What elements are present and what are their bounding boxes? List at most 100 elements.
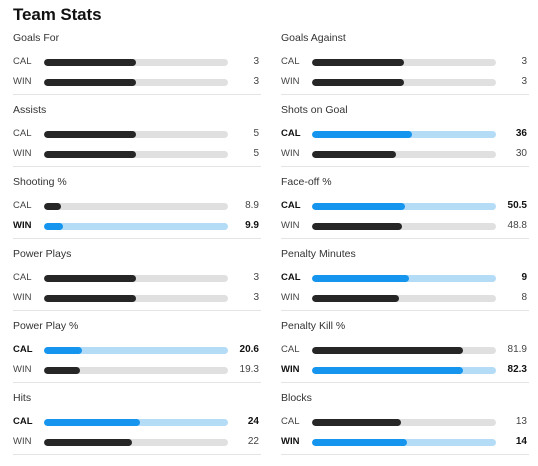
- stat-row-win: WIN 19.3: [13, 364, 261, 378]
- stat-block: Penalty Minutes CAL 9 WIN 8: [281, 248, 529, 320]
- stat-label: Goals Against: [281, 32, 346, 44]
- stat-value: 3: [253, 76, 259, 87]
- divider: [13, 310, 261, 311]
- stat-value: 14: [515, 436, 527, 447]
- stat-label: Shots on Goal: [281, 104, 348, 116]
- team-abbrev: WIN: [281, 220, 300, 231]
- stat-block: Goals Against CAL 3 WIN 3: [281, 32, 529, 104]
- stat-block: Goals For CAL 3 WIN 3: [13, 32, 261, 104]
- team-abbrev: WIN: [13, 148, 32, 159]
- stat-label: Penalty Minutes: [281, 248, 356, 260]
- team-abbrev: CAL: [13, 416, 33, 427]
- stat-value: 3: [253, 56, 259, 67]
- stat-block: Penalty Kill % CAL 81.9 WIN 82.3: [281, 320, 529, 392]
- stat-row-cal: CAL 24: [13, 416, 261, 430]
- stat-value: 19.3: [239, 364, 259, 375]
- stat-bar-fill: [44, 131, 136, 138]
- stat-value: 20.6: [239, 344, 259, 355]
- team-abbrev: CAL: [281, 344, 300, 355]
- stat-bar-fill: [312, 419, 401, 426]
- stat-bar-fill: [312, 79, 404, 86]
- team-abbrev: CAL: [13, 272, 32, 283]
- stat-block: Power Play % CAL 20.6 WIN 19.3: [13, 320, 261, 392]
- page-title: Team Stats: [13, 5, 102, 24]
- stat-value: 3: [521, 76, 527, 87]
- stat-value: 8: [521, 292, 527, 303]
- divider: [281, 94, 529, 95]
- team-abbrev: CAL: [281, 416, 300, 427]
- stat-value: 30: [515, 148, 527, 159]
- team-abbrev: WIN: [281, 364, 300, 375]
- stat-bar-track: [44, 347, 228, 354]
- stat-bar-fill: [312, 347, 463, 354]
- stat-bar-track: [44, 439, 228, 446]
- stat-value: 82.3: [507, 364, 527, 375]
- stat-label: Blocks: [281, 392, 312, 404]
- stat-bar-fill: [312, 131, 413, 138]
- stat-bar-track: [44, 419, 228, 426]
- stat-bar-track: [312, 151, 496, 158]
- stat-bar-fill: [44, 79, 136, 86]
- stat-row-cal: CAL 8.9: [13, 200, 261, 214]
- stat-value: 3: [521, 56, 527, 67]
- stat-row-cal: CAL 3: [281, 56, 529, 70]
- stat-bar-fill: [44, 59, 136, 66]
- stat-bar-fill: [312, 367, 464, 374]
- stat-value: 3: [253, 292, 259, 303]
- stat-bar-track: [44, 59, 228, 66]
- team-abbrev: CAL: [13, 56, 32, 67]
- stat-bar-fill: [44, 151, 136, 158]
- stat-row-cal: CAL 81.9: [281, 344, 529, 358]
- team-abbrev: CAL: [13, 200, 32, 211]
- team-abbrev: WIN: [13, 76, 32, 87]
- stat-row-win: WIN 5: [13, 148, 261, 162]
- stat-bar-fill: [44, 347, 82, 354]
- stat-bar-track: [44, 79, 228, 86]
- stat-bar-fill: [44, 223, 64, 230]
- stat-value: 13: [515, 416, 527, 427]
- stat-bar-track: [312, 295, 496, 302]
- stat-value: 22: [247, 436, 259, 447]
- stat-row-win: WIN 3: [281, 76, 529, 90]
- divider: [281, 382, 529, 383]
- divider: [281, 166, 529, 167]
- team-abbrev: WIN: [13, 220, 32, 231]
- team-abbrev: WIN: [13, 436, 32, 447]
- stat-label: Hits: [13, 392, 32, 404]
- stat-bar-track: [44, 223, 228, 230]
- divider: [13, 382, 261, 383]
- stat-label: Penalty Kill %: [281, 320, 346, 332]
- stat-bar-track: [44, 151, 228, 158]
- divider: [281, 238, 529, 239]
- stat-bar-track: [44, 367, 228, 374]
- stat-label: Power Plays: [13, 248, 72, 260]
- stat-bar-track: [312, 419, 496, 426]
- stat-bar-fill: [44, 275, 136, 282]
- divider: [281, 454, 529, 455]
- stat-bar-fill: [312, 59, 404, 66]
- stat-bar-fill: [44, 367, 80, 374]
- stat-bar-track: [312, 59, 496, 66]
- stat-row-cal: CAL 5: [13, 128, 261, 142]
- stat-bar-track: [312, 203, 496, 210]
- stat-block: Blocks CAL 13 WIN 14: [281, 392, 529, 464]
- stat-bar-track: [312, 367, 496, 374]
- stat-bar-track: [312, 275, 496, 282]
- stat-bar-track: [312, 79, 496, 86]
- stat-row-win: WIN 14: [281, 436, 529, 450]
- team-abbrev: WIN: [281, 76, 300, 87]
- stat-row-win: WIN 30: [281, 148, 529, 162]
- stat-value: 81.9: [507, 344, 527, 355]
- team-abbrev: CAL: [281, 272, 301, 283]
- stat-bar-fill: [44, 439, 132, 446]
- stat-block: Shots on Goal CAL 36 WIN 30: [281, 104, 529, 176]
- stat-label: Power Play %: [13, 320, 79, 332]
- stat-label: Goals For: [13, 32, 60, 44]
- stat-row-cal: CAL 50.5: [281, 200, 529, 214]
- stat-block: Assists CAL 5 WIN 5: [13, 104, 261, 176]
- stat-bar-fill: [312, 439, 408, 446]
- stat-value: 9.9: [245, 220, 259, 231]
- team-abbrev: WIN: [281, 148, 300, 159]
- stat-bar-track: [312, 439, 496, 446]
- stat-label: Face-off %: [281, 176, 332, 188]
